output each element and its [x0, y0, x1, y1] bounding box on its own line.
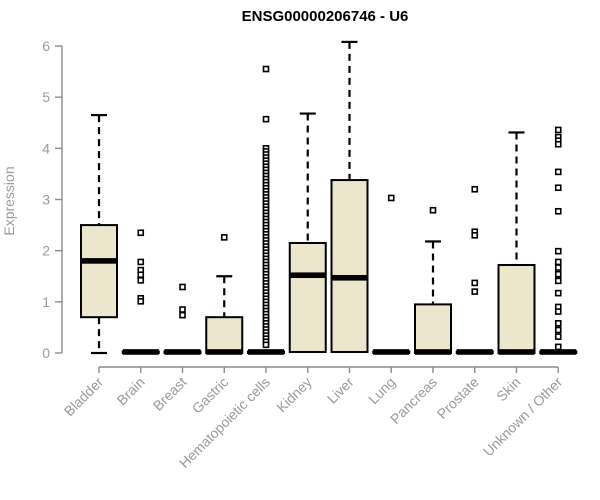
outlier-point	[137, 271, 145, 279]
median-line	[415, 349, 451, 355]
x-axis-label: Kidney	[273, 374, 315, 416]
outlier-point	[471, 232, 479, 239]
outlier-point	[554, 264, 562, 271]
x-axis-label: Bladder	[61, 374, 107, 420]
median-line	[373, 349, 410, 355]
median-line	[540, 349, 577, 355]
outlier-point	[179, 311, 186, 319]
outlier-point	[554, 333, 562, 340]
outlier-point	[471, 185, 479, 193]
median-line	[289, 272, 326, 279]
x-axis-label: Liver	[324, 374, 357, 407]
outlier-point	[554, 320, 562, 327]
median-line	[164, 349, 201, 355]
outlier-point	[262, 65, 270, 73]
outlier-point	[262, 115, 270, 123]
x-axis-label: Brain	[113, 374, 147, 408]
outlier-point	[554, 277, 562, 285]
y-axis-tick-label: 0	[42, 345, 50, 361]
outlier-point	[137, 258, 145, 266]
outlier-point	[554, 207, 562, 215]
outlier-point	[554, 126, 562, 134]
box-Kidney	[288, 241, 327, 353]
median-line	[331, 274, 368, 281]
outlier-point	[554, 343, 562, 351]
outlier-point	[554, 258, 562, 266]
outlier-point	[554, 168, 562, 176]
y-axis-tick-label: 3	[42, 192, 50, 208]
outlier-point	[471, 279, 479, 287]
outlier-point	[137, 277, 145, 284]
outlier-point	[554, 308, 562, 315]
outlier-point	[387, 194, 395, 202]
x-axis-label: Breast	[150, 374, 190, 414]
y-axis-tick-label: 1	[42, 294, 50, 310]
outlier-point	[137, 229, 145, 237]
x-axis-label: Unknown / Other	[480, 374, 566, 460]
median-line	[206, 349, 243, 355]
median-line	[456, 349, 493, 355]
box-Liver	[330, 179, 369, 353]
y-axis-title: Expression	[1, 166, 17, 236]
median-line	[248, 349, 284, 355]
box-Skin	[497, 263, 536, 355]
box-Bladder	[80, 224, 118, 319]
y-axis-tick-label: 4	[42, 140, 50, 156]
y-axis-tick-label: 6	[42, 38, 50, 54]
outlier-point	[179, 306, 186, 313]
x-axis-label: Skin	[493, 374, 524, 405]
outlier-point	[179, 283, 186, 291]
outlier-point	[137, 298, 145, 305]
box-Gastric	[205, 316, 244, 354]
outlier-point	[554, 270, 562, 278]
box-Pancreas	[414, 303, 452, 354]
x-axis-label: Prostate	[434, 374, 482, 422]
outlier-point	[554, 289, 562, 297]
outlier-point	[429, 206, 437, 214]
y-axis-tick-label: 5	[42, 89, 50, 105]
median-line	[81, 258, 117, 264]
outlier-point	[471, 288, 479, 295]
outlier-point	[554, 140, 562, 148]
chart-title: ENSG00000206746 - U6	[241, 8, 409, 25]
median-line	[498, 349, 535, 355]
y-axis-tick-label: 2	[42, 243, 50, 259]
median-line	[122, 349, 159, 355]
outlier-point	[554, 247, 562, 255]
x-axis-label: Lung	[365, 374, 398, 407]
outlier-point	[220, 234, 228, 241]
outlier-point	[262, 341, 270, 349]
outlier-point	[554, 326, 562, 334]
outlier-point	[554, 184, 562, 192]
